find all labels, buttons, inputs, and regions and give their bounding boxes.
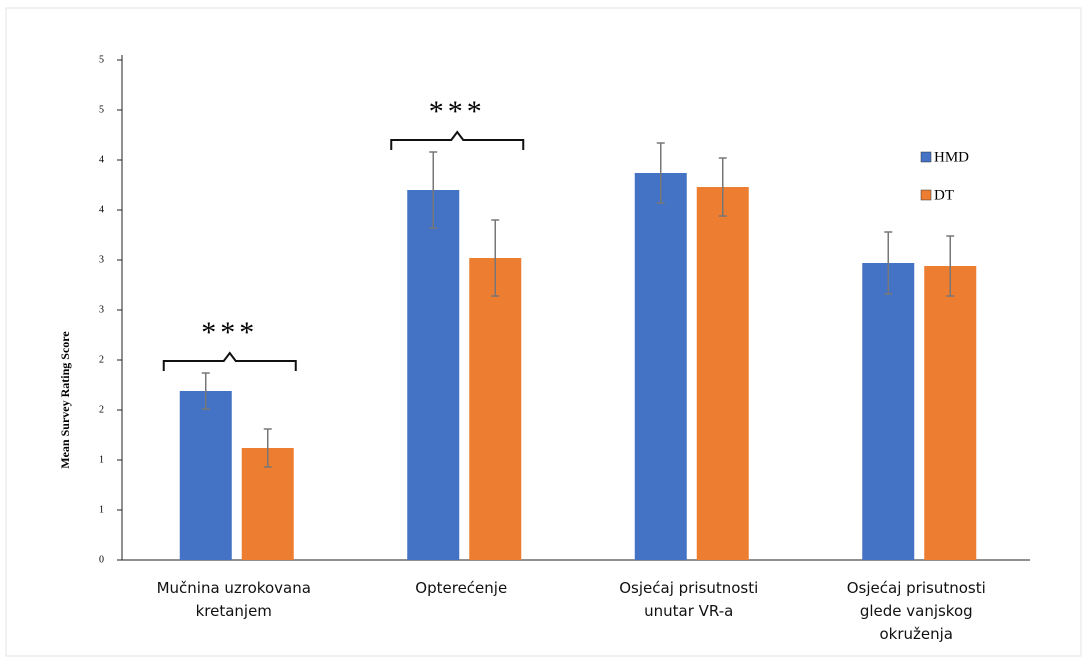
error-bar <box>201 372 210 410</box>
error-bar <box>884 231 893 295</box>
y-tick-label: 2 <box>99 404 104 415</box>
bar <box>634 173 687 560</box>
legend-swatch <box>920 151 932 163</box>
y-tick-label: 0 <box>99 554 104 565</box>
annotation: *** <box>429 95 486 128</box>
bar <box>179 391 232 560</box>
error-bar <box>429 151 438 229</box>
y-tick-label: 3 <box>99 304 104 315</box>
y-tick-label: 4 <box>99 154 104 165</box>
y-tick-label: 5 <box>99 104 104 115</box>
chart-border <box>5 7 1082 657</box>
y-tick-label: 5 <box>99 54 104 65</box>
x-tick-label: Osjećaj prisutnosti glede vanjskog okruž… <box>846 579 986 643</box>
x-tick-label: Mučnina uzrokovana kretanjem <box>156 579 311 620</box>
x-tick-label: Osjećaj prisutnosti unutar VR-a <box>619 579 759 620</box>
x-tick-label: Opterećenje <box>415 579 508 597</box>
y-axis-label: Mean Survey Rating Score <box>58 331 72 469</box>
legend-swatch <box>920 189 932 201</box>
significance-bracket <box>390 130 525 150</box>
error-bar <box>946 235 955 297</box>
error-bar <box>263 428 272 468</box>
bar <box>862 263 915 560</box>
significance-bracket <box>162 351 297 371</box>
y-tick-label: 2 <box>99 354 104 365</box>
y-tick-label: 4 <box>99 204 104 215</box>
bar <box>924 266 977 560</box>
error-bar <box>491 219 500 297</box>
legend-label: DT <box>934 187 954 203</box>
y-tick-label: 1 <box>99 504 104 515</box>
legend-label: HMD <box>934 149 969 165</box>
error-bar <box>718 157 727 217</box>
annotation: *** <box>201 316 258 349</box>
error-bar <box>656 142 665 204</box>
y-tick-label: 3 <box>99 254 104 265</box>
bar <box>407 190 460 560</box>
bar <box>469 258 522 560</box>
y-tick-label: 1 <box>99 454 104 465</box>
bar <box>696 187 749 560</box>
